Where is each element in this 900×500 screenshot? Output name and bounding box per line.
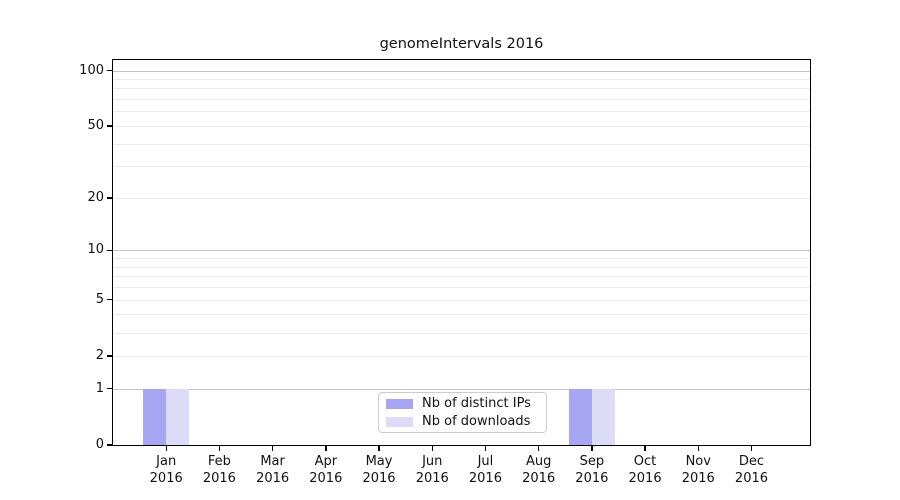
y-gridline-minor [113, 197, 810, 199]
x-tick-mark [644, 446, 646, 451]
x-tick-year: 2016 [681, 471, 715, 486]
bar-downloads [166, 388, 190, 445]
x-tick-month: Feb [207, 454, 231, 469]
y-tick-mark [107, 355, 112, 357]
x-tick-year: 2016 [309, 471, 343, 486]
y-gridline-major [113, 388, 810, 390]
y-gridline-minor [113, 332, 810, 334]
legend-swatch [386, 416, 413, 427]
x-tick-label: Oct 2016 [613, 453, 677, 487]
x-tick-label: Nov 2016 [666, 453, 730, 487]
x-tick-month: Aug [525, 454, 552, 469]
x-tick-label: Aug 2016 [507, 453, 571, 487]
y-tick-label: 0 [95, 437, 104, 452]
x-tick-month: May [365, 454, 393, 469]
y-tick-label: 50 [87, 117, 104, 133]
y-tick-mark [107, 298, 112, 301]
y-gridline-minor [113, 78, 810, 80]
y-tick-label: 1 [95, 380, 104, 396]
y-gridline-minor [113, 266, 810, 268]
y-tick-label: 10 [87, 242, 104, 258]
x-tick-year: 2016 [256, 471, 290, 486]
x-tick-label: May 2016 [347, 453, 411, 487]
x-tick-month: Sep [579, 454, 605, 469]
y-gridline-minor [113, 299, 810, 301]
x-tick-year: 2016 [628, 471, 662, 486]
x-tick-month: Dec [738, 454, 765, 469]
x-tick-year: 2016 [415, 471, 449, 486]
y-tick-mark [107, 249, 112, 252]
x-tick-mark [697, 446, 699, 451]
y-tick-label: 100 [79, 62, 104, 78]
x-tick-label: Apr 2016 [294, 453, 358, 487]
y-gridline-minor [113, 258, 810, 260]
legend-label: Nb of downloads [422, 414, 531, 429]
chart-title: genomeIntervals 2016 [379, 36, 544, 52]
x-tick-mark [484, 446, 487, 451]
x-tick-label: Jun 2016 [400, 453, 464, 487]
bar-distinct-ips [143, 388, 167, 445]
y-tick-label: 20 [87, 189, 104, 205]
x-tick-label: Feb 2016 [187, 453, 251, 487]
x-tick-label: Mar 2016 [241, 453, 305, 487]
x-tick-mark [750, 446, 753, 451]
x-tick-mark [591, 446, 593, 451]
x-tick-year: 2016 [362, 471, 396, 486]
legend-label: Nb of distinct IPs [422, 396, 531, 411]
y-gridline-major [113, 70, 810, 72]
legend-entry: Nb of distinct IPs [386, 396, 537, 411]
y-gridline-minor [113, 276, 810, 278]
y-tick-mark [107, 69, 112, 72]
x-tick-month: Apr [314, 454, 338, 469]
x-tick-month: Jan [156, 454, 177, 469]
x-tick-year: 2016 [734, 471, 769, 486]
x-tick-label: Jan 2016 [134, 453, 198, 487]
x-tick-month: Jul [477, 454, 494, 469]
x-tick-mark [431, 446, 433, 451]
x-tick-month: Nov [685, 454, 711, 469]
x-tick-year: 2016 [149, 471, 183, 486]
bar-downloads [591, 388, 615, 445]
legend-swatch [386, 398, 413, 409]
x-tick-label: Dec 2016 [719, 453, 783, 487]
y-gridline-minor [113, 111, 810, 113]
y-gridline-minor [113, 314, 810, 316]
y-tick-label: 2 [95, 347, 104, 363]
x-tick-mark [271, 446, 274, 451]
y-gridline-minor [113, 143, 810, 145]
x-tick-month: Oct [633, 454, 657, 469]
y-tick-mark [107, 388, 112, 390]
y-gridline-minor [113, 355, 810, 357]
x-tick-month: Mar [260, 454, 285, 469]
x-tick-label: Sep 2016 [560, 453, 624, 487]
x-tick-mark [218, 446, 221, 451]
y-tick-label: 5 [95, 291, 104, 307]
y-gridline-major [113, 250, 810, 252]
x-tick-month: Jun [422, 454, 443, 469]
y-tick-mark [107, 125, 112, 127]
y-tick-mark [107, 197, 112, 199]
x-tick-year: 2016 [468, 471, 502, 486]
y-gridline-minor [113, 125, 810, 127]
y-gridline-minor [113, 166, 810, 168]
y-gridline-minor [113, 99, 810, 101]
y-gridline-minor [113, 287, 810, 289]
legend: Nb of distinct IPs Nb of downloads [378, 392, 547, 433]
bar-distinct-ips [568, 388, 592, 445]
y-tick-mark [107, 444, 112, 446]
legend-entry: Nb of downloads [386, 414, 537, 429]
x-tick-mark [325, 446, 327, 451]
x-tick-year: 2016 [522, 471, 556, 486]
x-tick-mark [378, 446, 380, 451]
x-tick-mark [165, 446, 167, 451]
y-gridline-minor [113, 88, 810, 90]
x-tick-year: 2016 [202, 471, 236, 486]
x-tick-year: 2016 [575, 471, 609, 486]
x-tick-label: Jul 2016 [453, 453, 517, 487]
x-tick-mark [537, 446, 540, 451]
